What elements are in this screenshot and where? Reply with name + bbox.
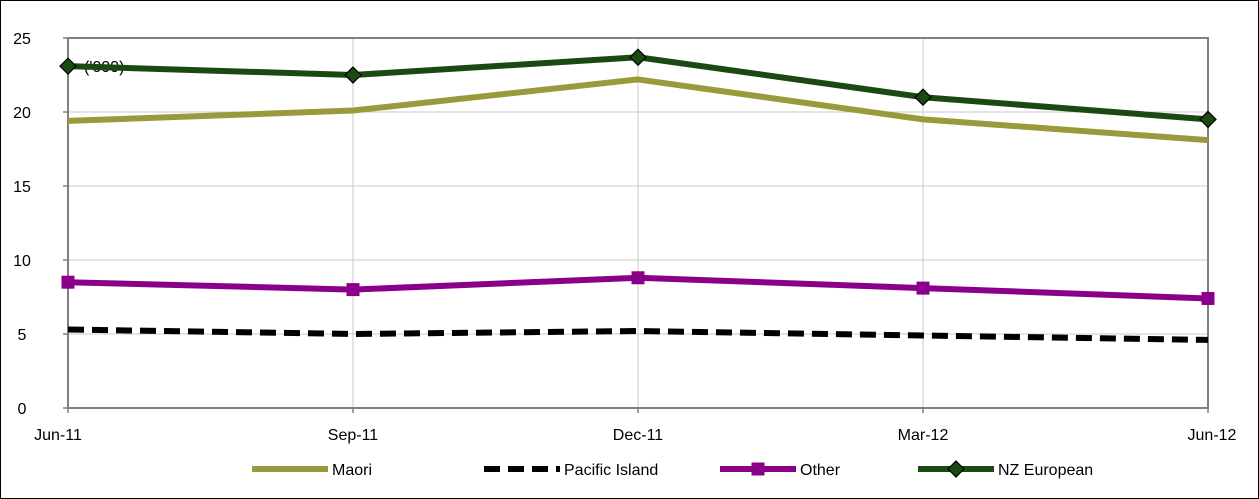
legend-label: NZ European <box>998 462 1093 479</box>
axes: 0 5 10 15 20 25 Jun-11 Sep-11 Dec-11 Mar-12 Jun-12 <box>13 31 1236 444</box>
series-pacific-island <box>67 326 1209 343</box>
data-point-square <box>61 275 75 289</box>
y-tick-label: 25 <box>13 31 31 48</box>
y-tick-label: 10 <box>13 253 31 270</box>
legend-label: Pacific Island <box>564 462 658 479</box>
data-point-diamond <box>59 57 77 75</box>
x-tick-label: Jun-12 <box>1188 427 1237 444</box>
legend-label: Maori <box>332 462 372 479</box>
legend-item: Pacific Island <box>484 462 658 479</box>
series-maori <box>67 76 1209 144</box>
series-lines <box>59 48 1217 343</box>
data-point-square <box>631 271 645 285</box>
series-line <box>67 326 1209 343</box>
y-tick-label: 0 <box>18 401 27 418</box>
legend-label: Other <box>800 462 841 479</box>
data-point-diamond <box>1199 110 1217 129</box>
x-tick-label: Sep-11 <box>328 427 379 444</box>
data-point-square <box>1201 291 1215 305</box>
legend-item: Maori <box>252 462 372 479</box>
data-point-diamond <box>344 66 362 84</box>
data-point-diamond <box>947 460 965 478</box>
legend-item: NZ European <box>918 460 1093 479</box>
data-point-diamond <box>914 88 932 107</box>
x-tick-label: Dec-11 <box>613 427 663 444</box>
y-tick-label: 20 <box>13 105 31 122</box>
data-point-square <box>346 283 360 297</box>
data-point-square <box>751 462 765 476</box>
series-line <box>67 76 1209 144</box>
x-tick-label: Mar-12 <box>898 427 949 444</box>
series-nz-european <box>59 48 1217 129</box>
legend-item: Other <box>720 462 841 479</box>
legend: Maori Pacific Island Other NZ European <box>252 460 1093 479</box>
data-point-square <box>916 281 930 295</box>
y-tick-label: 5 <box>18 327 27 344</box>
series-other <box>61 271 1215 305</box>
data-point-diamond <box>629 48 647 67</box>
x-tick-label: Jun-11 <box>34 427 82 444</box>
y-tick-label: 15 <box>13 179 31 196</box>
